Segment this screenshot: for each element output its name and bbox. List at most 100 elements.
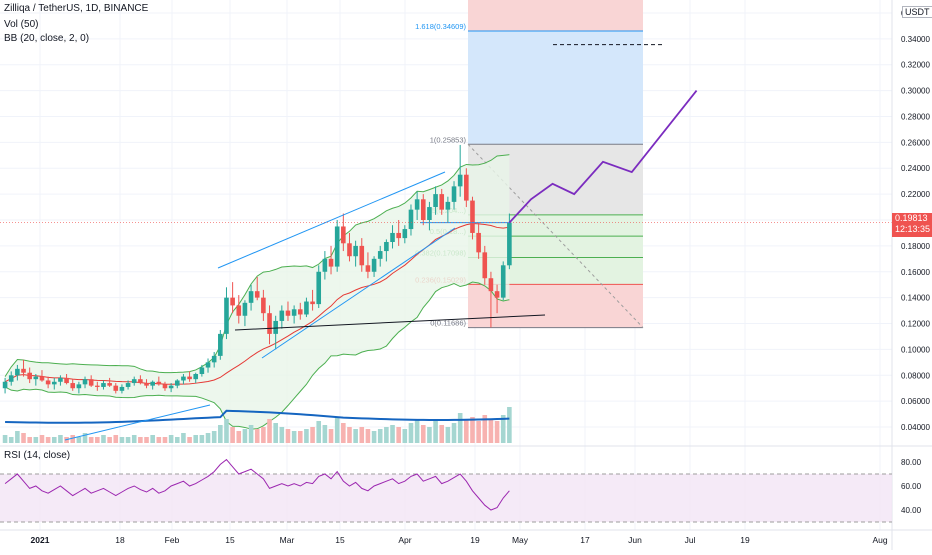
time-tick-label: 18 [115,535,125,545]
price-tick-label: 0.32000 [901,61,930,70]
candle-body [205,362,211,368]
candle-body [119,386,125,391]
rsi-legend[interactable]: RSI (14, close) [4,450,71,461]
candle-body [95,385,100,387]
bollinger-lower [4,281,510,430]
volume-bar [457,413,463,443]
candle-body [470,200,475,233]
candle-body [297,309,303,315]
candle-body [248,291,254,303]
candle-body [82,379,88,385]
candle-body [341,226,346,244]
candle-body [427,207,432,220]
last-price-value: 0.19813 [895,213,928,223]
volume-bar [500,415,506,443]
time-tick-label: 17 [580,535,590,545]
rsi-tick-label: 60.00 [901,482,922,491]
candle-body [390,232,395,242]
candle-body [21,368,26,373]
volume-bar [88,437,94,443]
symbol-title[interactable]: Zilliqa / TetherUS, 1D, BINANCE [4,3,149,14]
volume-bar [27,437,32,443]
volume-bar [390,425,395,443]
time-tick-label: Jul [685,535,696,545]
volume-bar [267,419,272,443]
volume-bar [334,417,340,443]
volume-bar [322,425,328,443]
volume-bar [242,429,248,443]
price-tick-label: 0.08000 [901,371,930,380]
volume-bar [45,437,51,443]
volume-bar [205,433,211,443]
volume-bar [488,419,494,443]
volume-bar [168,435,174,443]
candle-body [347,243,352,257]
volume-bar [174,437,180,443]
time-tick-label: 19 [740,535,750,545]
fib-zone-top [468,0,643,31]
volume-bar [291,431,297,443]
candle-body [451,186,457,202]
candle-body [193,374,199,380]
volume-bar [193,435,199,443]
volume-bar [39,435,45,443]
volume-bar [482,415,488,443]
candle-body [15,368,20,376]
volume-bar [230,427,235,443]
candle-body [476,232,481,253]
time-tick-label: 15 [225,535,235,545]
candle-body [365,265,371,272]
candle-body [377,251,383,259]
candle-body [304,301,309,315]
time-tick-label: May [512,535,529,545]
volume-bar [371,431,377,443]
price-tick-label: 0.14000 [901,294,930,303]
candle-body [174,380,180,386]
candle-body [88,379,94,386]
bollinger-legend[interactable]: BB (20, close, 2, 0) [4,33,90,44]
price-tick-label: 0.26000 [901,138,930,147]
volume-bar [248,425,254,443]
candle-body [322,258,328,272]
candle-body [218,333,223,356]
price-tick-label: 0.12000 [901,320,930,329]
price-tick-label: 0.06000 [901,397,930,406]
time-tick-label: Feb [165,535,180,545]
candle-body [236,305,242,316]
candle-body [199,367,205,374]
fib-zone-target [468,30,643,145]
volume-bar [187,437,192,443]
volume-bar [181,433,186,443]
rsi-line [4,458,510,511]
volume-ma-line [5,409,510,424]
candle-body [150,381,155,386]
candle-body [101,383,106,387]
rsi-band [0,474,892,522]
candle-body [384,242,389,252]
volume-bar [353,429,358,443]
time-tick-label: Apr [398,535,411,545]
bar-countdown: 12:13:35 [895,224,931,234]
candle-body [310,301,315,305]
volume-bar [8,437,14,443]
candle-body [291,309,297,316]
volume-bar [211,431,217,443]
candle-body [464,174,469,201]
volume-bar [131,435,137,443]
volume-bar [107,437,112,443]
volume-bar [2,435,8,443]
candle-body [433,194,438,208]
currency-label[interactable]: USDT [902,6,932,18]
volume-bar [156,437,162,443]
volume-bar [119,437,125,443]
volume-legend[interactable]: Vol (50) [4,19,39,30]
candle-body [125,383,131,387]
candle-body [500,265,506,298]
volume-bar [384,427,389,443]
volume-bar [70,435,76,443]
volume-bar [273,423,278,443]
volume-bar [297,431,303,443]
volume-bar [365,429,371,443]
